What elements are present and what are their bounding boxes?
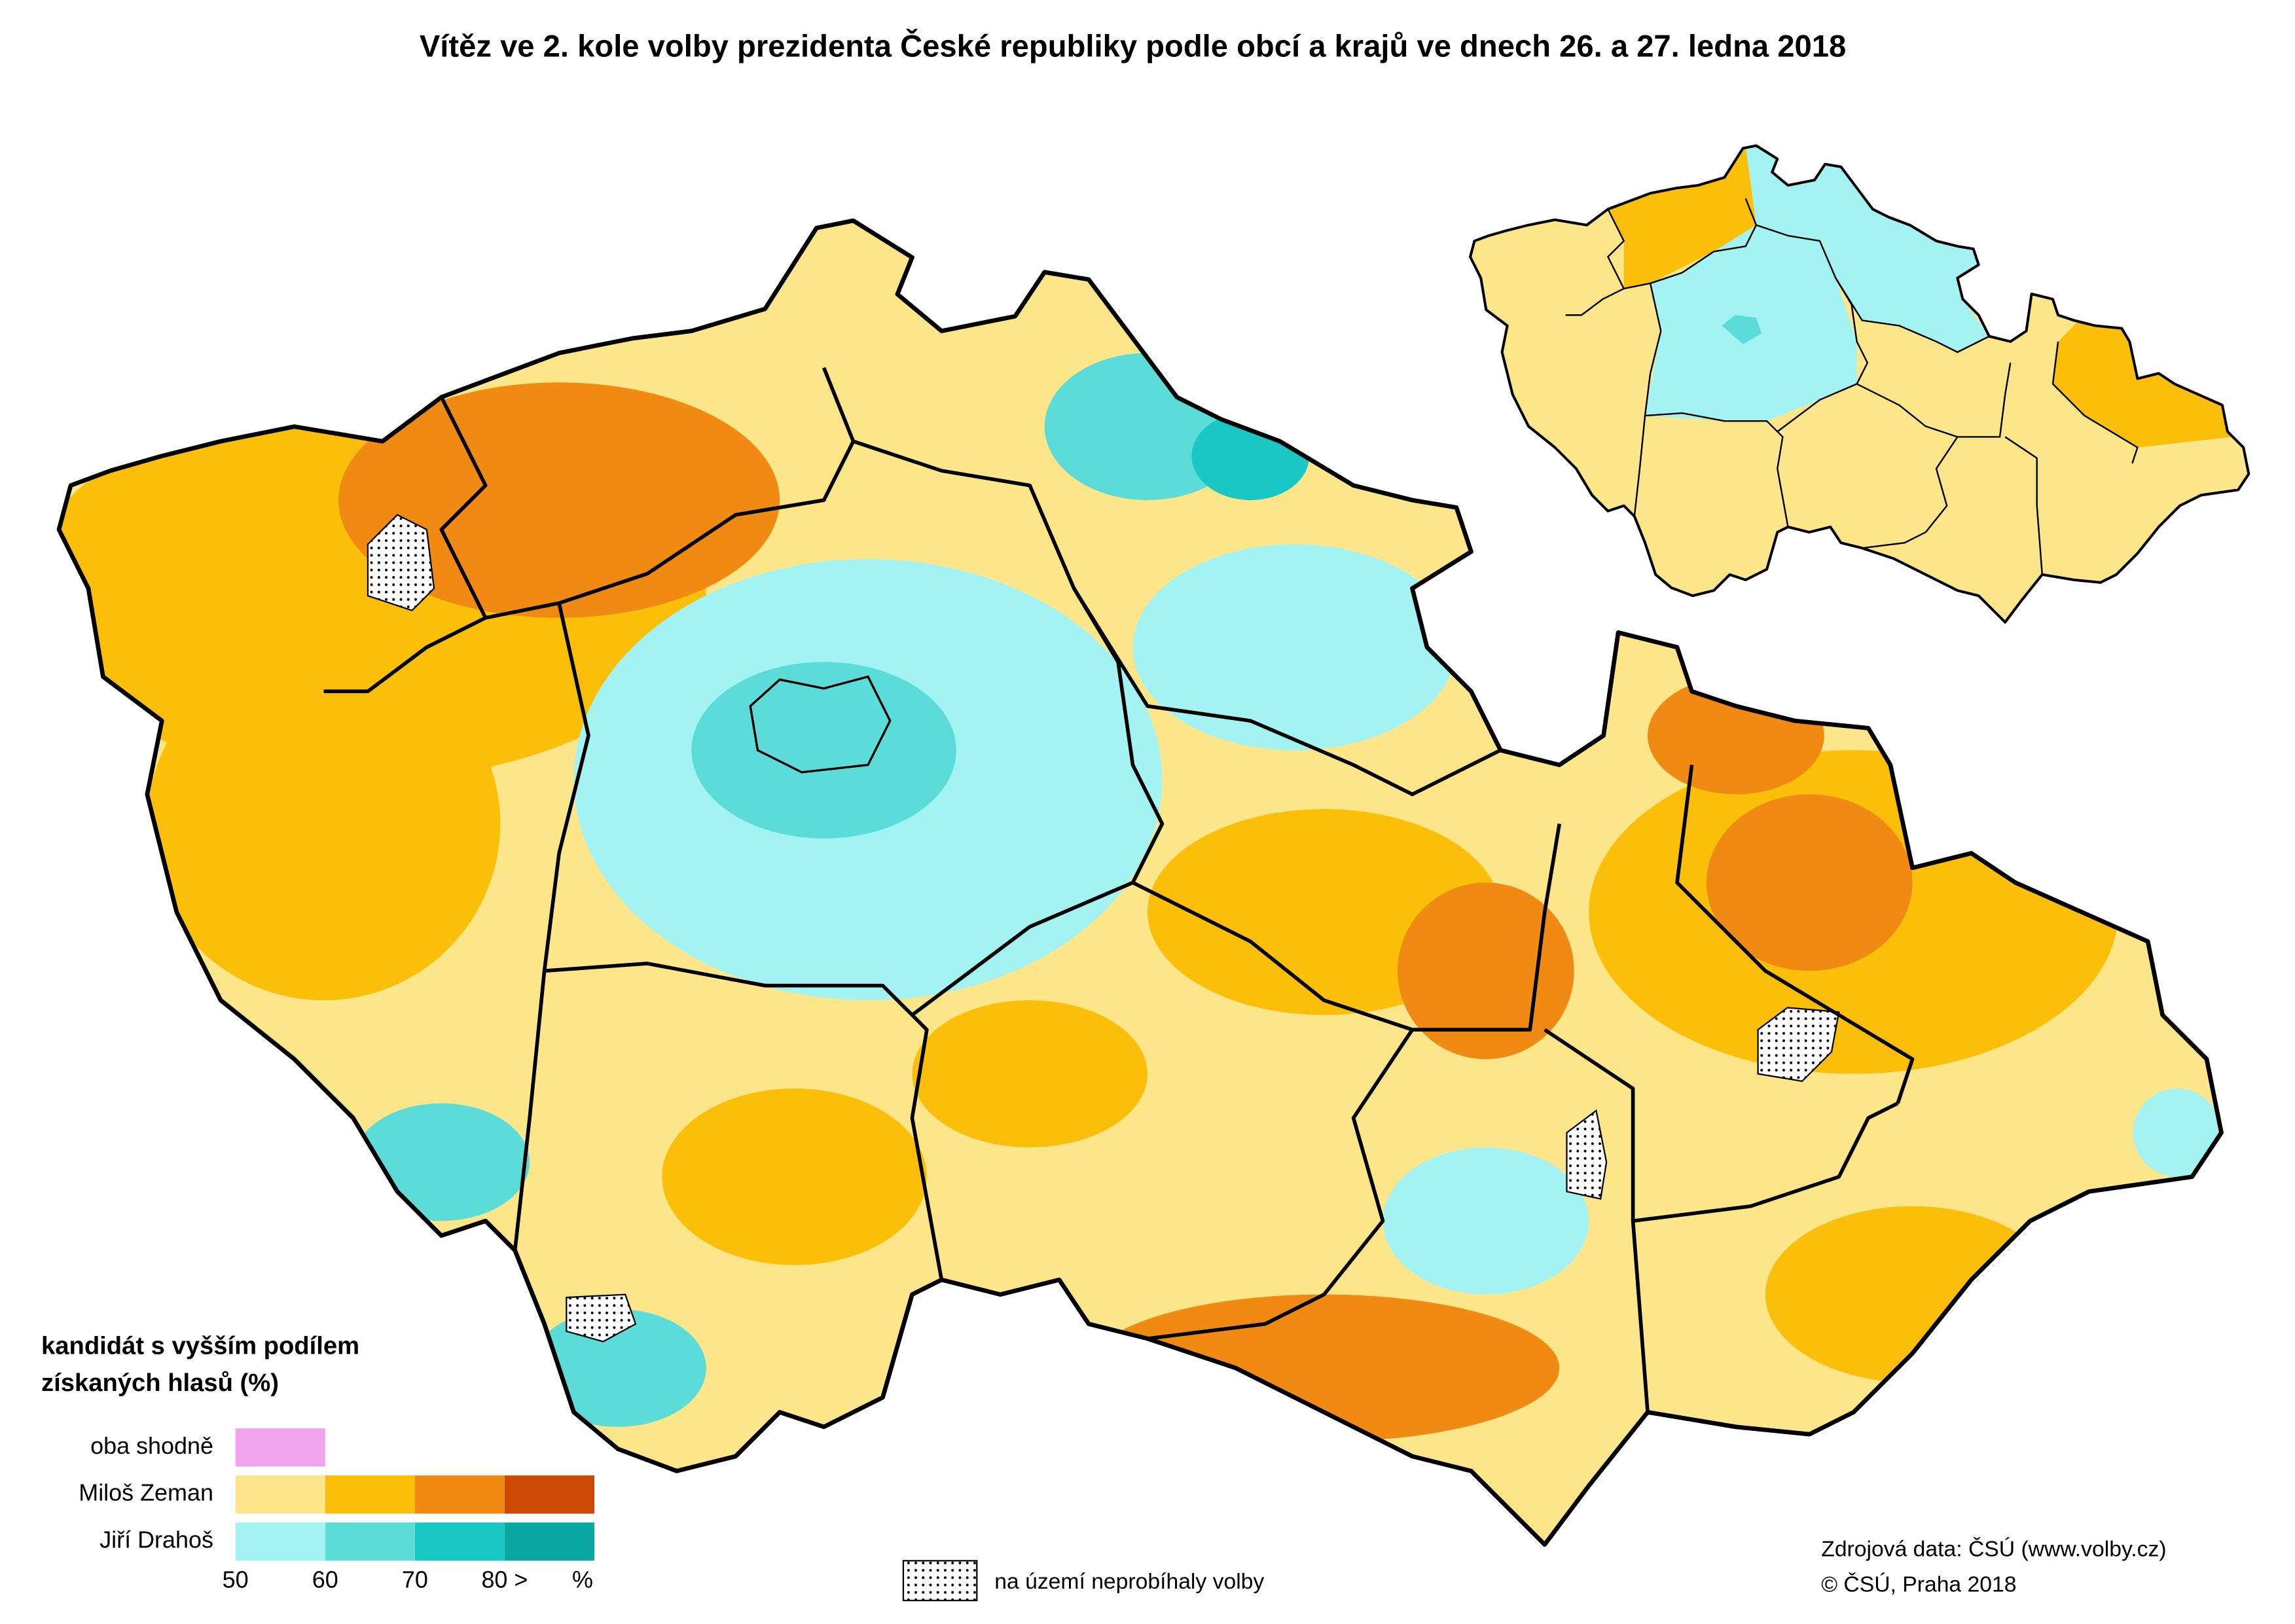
copyright-line: © ČSÚ, Praha 2018 <box>1821 1572 2016 1597</box>
legend-label: oba shodně <box>90 1432 213 1459</box>
legend-title: kandidát s vyšším podílem <box>41 1332 359 1360</box>
no-election-label: na území neprobíhaly volby <box>994 1569 1264 1594</box>
legend-label: Miloš Zeman <box>79 1479 213 1506</box>
legend-scale-label: 50 <box>223 1566 249 1593</box>
map-title: Vítěz ve 2. kole volby prezidenta České … <box>420 28 1846 64</box>
legend-swatch <box>504 1522 595 1561</box>
legend-swatch <box>325 1522 415 1561</box>
source-line: Zdrojová data: ČSÚ (www.volby.cz) <box>1821 1537 2166 1562</box>
no-election-swatch <box>902 1560 978 1602</box>
legend-swatch <box>414 1522 505 1561</box>
legend-swatch <box>504 1475 595 1514</box>
legend-label: Jiří Drahoš <box>99 1526 213 1553</box>
legend-scale-label: 70 <box>402 1566 428 1593</box>
legend-swatch <box>414 1475 505 1514</box>
legend-scale-label: 60 <box>312 1566 338 1593</box>
legend-swatch <box>235 1428 325 1467</box>
legend-title: získaných hlasů (%) <box>41 1369 279 1397</box>
legend-swatch <box>235 1522 325 1561</box>
legend-swatch <box>325 1475 415 1514</box>
legend-swatch <box>235 1475 325 1514</box>
legend: kandidát s vyšším podílem získaných hlasů… <box>41 1332 595 1593</box>
legend-unit: % <box>572 1566 593 1593</box>
inset-map <box>1449 119 2275 649</box>
legend-scale-label: 80 > <box>481 1566 528 1593</box>
